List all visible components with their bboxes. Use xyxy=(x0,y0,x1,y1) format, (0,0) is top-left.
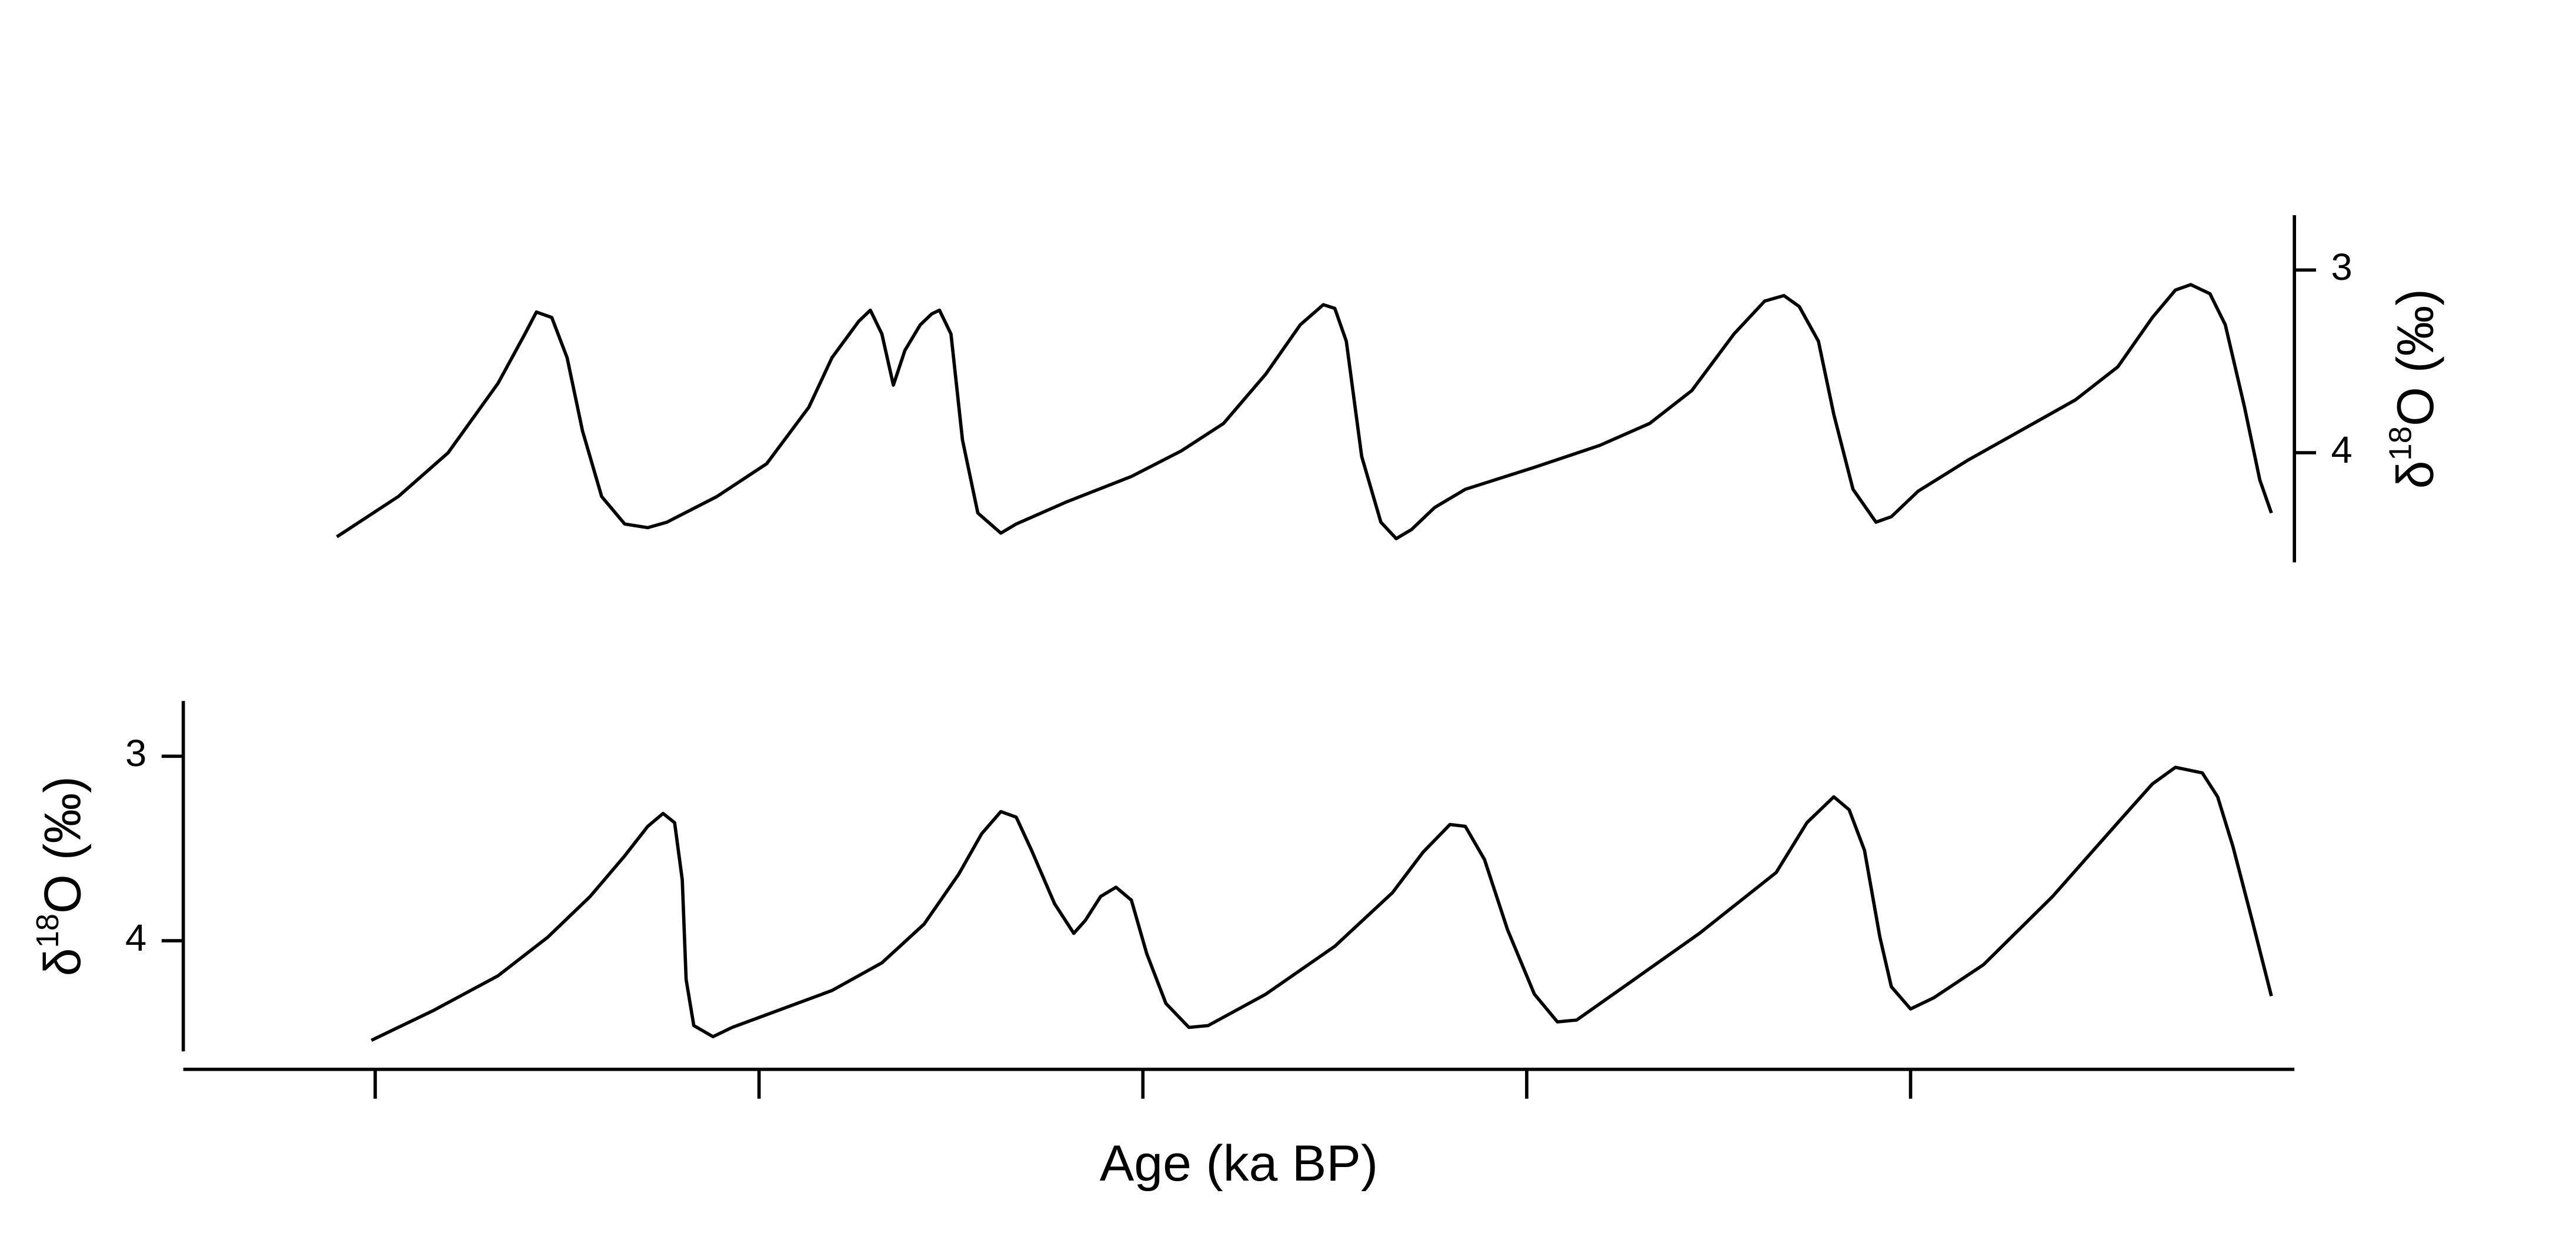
y-tick-label: 4 xyxy=(125,917,146,959)
y-tick-label: 3 xyxy=(2331,246,2353,288)
y-tick-label: 4 xyxy=(2331,429,2353,471)
y-label-symbol: δ xyxy=(34,948,92,977)
y-axis-label: δ18O (‰) xyxy=(2383,289,2444,489)
y-label-symbol: δ xyxy=(2387,461,2444,489)
y-label-superscript: 18 xyxy=(2383,426,2418,461)
y-label-superscript: 18 xyxy=(31,914,66,948)
y-tick-label: 3 xyxy=(125,733,146,774)
data-line xyxy=(336,283,2273,540)
y-label-rest: O (‰) xyxy=(34,776,92,914)
x-axis-label: Age (ka BP) xyxy=(1100,1135,1378,1192)
y-label-rest: O (‰) xyxy=(2387,289,2444,426)
y-axis-label: δ18O (‰) xyxy=(31,776,92,976)
data-line xyxy=(371,765,2273,1042)
